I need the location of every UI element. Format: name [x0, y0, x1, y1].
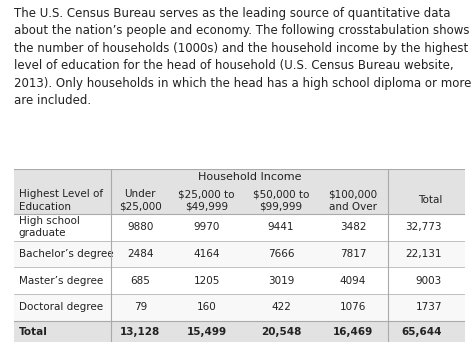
- Bar: [14, 267, 465, 294]
- Text: 1737: 1737: [416, 303, 442, 313]
- Bar: [14, 214, 465, 241]
- Text: 32,773: 32,773: [405, 222, 442, 232]
- Text: $25,000 to
$49,999: $25,000 to $49,999: [179, 189, 235, 211]
- Text: 1076: 1076: [340, 303, 366, 313]
- Bar: [14, 321, 465, 343]
- Text: 16,469: 16,469: [333, 327, 373, 337]
- Text: 160: 160: [197, 303, 217, 313]
- Text: 65,644: 65,644: [401, 327, 442, 337]
- Text: 1205: 1205: [193, 276, 220, 286]
- Text: The U.S. Census Bureau serves as the leading source of quantitative data about t: The U.S. Census Bureau serves as the lea…: [14, 7, 472, 107]
- Text: 9003: 9003: [416, 276, 442, 286]
- Text: Bachelor’s degree: Bachelor’s degree: [18, 249, 113, 259]
- Text: 15,499: 15,499: [187, 327, 227, 337]
- Bar: [14, 294, 465, 321]
- Text: 13,128: 13,128: [120, 327, 160, 337]
- Text: 685: 685: [130, 276, 150, 286]
- Text: 3019: 3019: [268, 276, 294, 286]
- Text: 7666: 7666: [268, 249, 294, 259]
- Text: Total: Total: [18, 327, 47, 337]
- Bar: [14, 241, 465, 267]
- Text: 2484: 2484: [127, 249, 154, 259]
- Text: Total: Total: [418, 196, 442, 205]
- Text: Highest Level of
Education: Highest Level of Education: [18, 189, 103, 211]
- Text: 20,548: 20,548: [261, 327, 301, 337]
- Text: 4164: 4164: [193, 249, 220, 259]
- Text: High school
graduate: High school graduate: [18, 216, 80, 238]
- Text: $100,000
and Over: $100,000 and Over: [328, 189, 378, 211]
- Text: Doctoral degree: Doctoral degree: [18, 303, 103, 313]
- Text: 9970: 9970: [193, 222, 220, 232]
- Text: 422: 422: [271, 303, 291, 313]
- Text: Household Income: Household Income: [198, 172, 301, 183]
- Text: 79: 79: [134, 303, 147, 313]
- Text: Master’s degree: Master’s degree: [18, 276, 103, 286]
- Text: 22,131: 22,131: [405, 249, 442, 259]
- Bar: [14, 169, 465, 214]
- Text: 7817: 7817: [340, 249, 366, 259]
- Text: 9441: 9441: [268, 222, 294, 232]
- Text: $50,000 to
$99,999: $50,000 to $99,999: [253, 189, 309, 211]
- Text: 9880: 9880: [127, 222, 154, 232]
- Text: 3482: 3482: [340, 222, 366, 232]
- Text: 4094: 4094: [340, 276, 366, 286]
- Text: Under
$25,000: Under $25,000: [119, 189, 162, 211]
